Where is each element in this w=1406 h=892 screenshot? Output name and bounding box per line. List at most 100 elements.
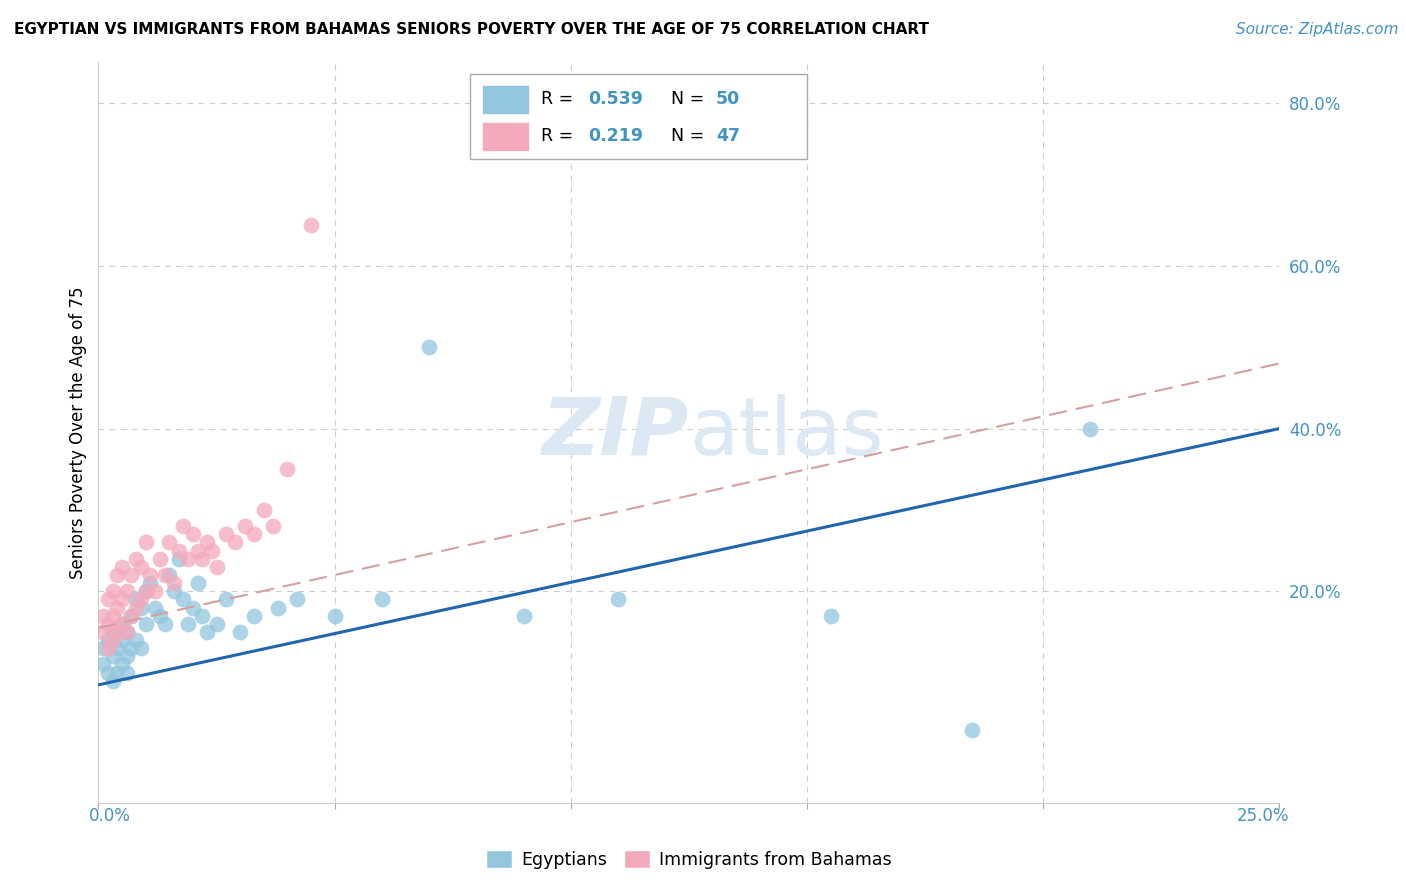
Text: 25.0%: 25.0%	[1236, 807, 1289, 825]
Point	[111, 559, 134, 574]
Point	[177, 616, 200, 631]
Point	[125, 592, 148, 607]
Point	[229, 624, 252, 639]
Point	[215, 527, 238, 541]
Point	[125, 600, 148, 615]
Point	[91, 624, 114, 639]
Point	[163, 584, 186, 599]
Point	[157, 535, 180, 549]
Text: atlas: atlas	[689, 393, 883, 472]
Point	[135, 616, 157, 631]
Point	[101, 649, 124, 664]
Point	[187, 576, 209, 591]
Point	[97, 592, 120, 607]
Point	[167, 543, 190, 558]
Point	[129, 559, 152, 574]
Point	[121, 608, 143, 623]
Point	[276, 462, 298, 476]
Point	[135, 584, 157, 599]
Point	[101, 584, 124, 599]
Point	[129, 592, 152, 607]
Point	[167, 551, 190, 566]
Point	[111, 616, 134, 631]
Point	[125, 633, 148, 648]
Point	[121, 568, 143, 582]
Text: N =: N =	[671, 90, 710, 109]
Point	[267, 600, 290, 615]
Point	[125, 551, 148, 566]
Point	[607, 592, 630, 607]
Text: 0.539: 0.539	[589, 90, 644, 109]
Point	[195, 624, 218, 639]
Point	[181, 527, 204, 541]
Point	[153, 616, 176, 631]
Point	[105, 641, 128, 656]
Point	[111, 657, 134, 672]
Point	[1080, 421, 1102, 435]
Point	[157, 568, 180, 582]
Point	[253, 503, 276, 517]
Point	[224, 535, 246, 549]
Point	[215, 592, 238, 607]
Point	[172, 519, 194, 533]
Point	[187, 543, 209, 558]
Point	[177, 551, 200, 566]
Point	[371, 592, 394, 607]
FancyBboxPatch shape	[482, 85, 530, 114]
Point	[233, 519, 256, 533]
Point	[111, 592, 134, 607]
Text: R =: R =	[541, 128, 579, 145]
Point	[105, 624, 128, 639]
Point	[121, 641, 143, 656]
Point	[115, 624, 138, 639]
Point	[262, 519, 284, 533]
Point	[153, 568, 176, 582]
FancyBboxPatch shape	[471, 73, 807, 159]
Point	[205, 616, 228, 631]
Point	[97, 665, 120, 680]
Point	[91, 657, 114, 672]
Point	[299, 218, 322, 232]
Point	[129, 600, 152, 615]
Point	[181, 600, 204, 615]
Point	[135, 535, 157, 549]
Point	[191, 608, 214, 623]
Text: EGYPTIAN VS IMMIGRANTS FROM BAHAMAS SENIORS POVERTY OVER THE AGE OF 75 CORRELATI: EGYPTIAN VS IMMIGRANTS FROM BAHAMAS SENI…	[14, 22, 929, 37]
Point	[105, 600, 128, 615]
Point	[285, 592, 308, 607]
Point	[201, 543, 224, 558]
Point	[105, 665, 128, 680]
Point	[91, 608, 114, 623]
Point	[172, 592, 194, 607]
Point	[143, 600, 166, 615]
Point	[97, 616, 120, 631]
Point	[323, 608, 346, 623]
Text: Source: ZipAtlas.com: Source: ZipAtlas.com	[1236, 22, 1399, 37]
Point	[243, 608, 266, 623]
Point	[139, 576, 162, 591]
Text: 47: 47	[716, 128, 740, 145]
Point	[115, 584, 138, 599]
Point	[820, 608, 842, 623]
Point	[101, 673, 124, 688]
Point	[97, 633, 120, 648]
Point	[111, 633, 134, 648]
Text: N =: N =	[671, 128, 710, 145]
Text: 0.0%: 0.0%	[89, 807, 131, 825]
Point	[191, 551, 214, 566]
Text: 0.219: 0.219	[589, 128, 644, 145]
Point	[149, 608, 172, 623]
Text: R =: R =	[541, 90, 579, 109]
Point	[101, 608, 124, 623]
Point	[243, 527, 266, 541]
Point	[101, 633, 124, 648]
Legend: Egyptians, Immigrants from Bahamas: Egyptians, Immigrants from Bahamas	[479, 843, 898, 876]
Text: ZIP: ZIP	[541, 393, 689, 472]
Point	[129, 641, 152, 656]
Point	[163, 576, 186, 591]
Point	[139, 568, 162, 582]
Point	[135, 584, 157, 599]
Point	[101, 624, 124, 639]
Point	[205, 559, 228, 574]
Point	[512, 608, 534, 623]
